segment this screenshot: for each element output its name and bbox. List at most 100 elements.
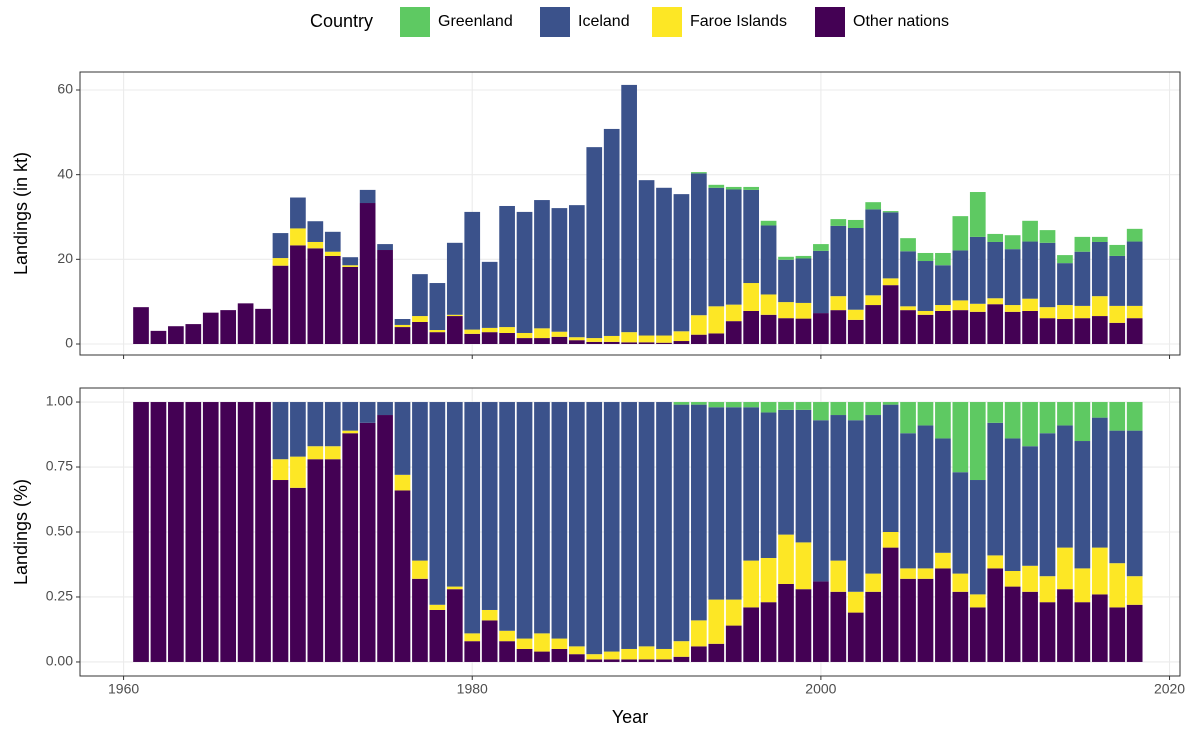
bar-segment: [185, 324, 202, 344]
bar-segment: [429, 609, 446, 662]
bar-segment: [795, 258, 812, 303]
bar-segment: [1091, 236, 1108, 242]
bar-segment: [272, 233, 289, 259]
bar-segment: [969, 192, 986, 237]
bar-segment: [813, 250, 829, 314]
bar-segment: [1091, 417, 1108, 548]
bar-segment: [516, 648, 533, 662]
bar-segment: [691, 334, 707, 344]
bar-segment: [551, 331, 568, 337]
bar-segment: [394, 402, 411, 475]
bar-segment: [813, 420, 829, 582]
bar-segment: [691, 404, 707, 621]
bar-segment: [359, 189, 376, 204]
bar-segment: [743, 402, 760, 408]
bar-segment: [778, 302, 794, 319]
bar-segment: [691, 646, 707, 662]
bar-segment: [882, 212, 899, 279]
bar-segment: [464, 211, 481, 330]
bar-segment: [1004, 235, 1021, 250]
bar-segment: [1057, 547, 1073, 590]
bar-segment: [516, 211, 533, 333]
bar-segment: [168, 326, 184, 344]
bar-segment: [987, 402, 1004, 423]
y-tick-label: 20: [57, 250, 73, 266]
bar-segment: [272, 265, 289, 344]
bar-segment: [568, 340, 585, 344]
bar-segment: [969, 402, 986, 481]
bar-segment: [673, 194, 690, 332]
bar-segment: [760, 557, 777, 603]
bar-segment: [1126, 576, 1143, 605]
bar-segment: [586, 147, 603, 339]
bar-segment: [865, 209, 882, 296]
bar-segment: [813, 581, 829, 662]
bar-segment: [830, 296, 847, 311]
bar-segment: [935, 310, 951, 344]
bar-segment: [464, 333, 481, 344]
bar-segment: [1091, 547, 1108, 595]
bar-segment: [638, 342, 655, 344]
bar-segment: [743, 560, 760, 608]
y-tick-label: 0.75: [46, 458, 73, 474]
bar-segment: [1022, 298, 1038, 311]
bar-segment: [638, 180, 655, 336]
bar-segment: [307, 221, 324, 242]
bar-segment: [638, 335, 655, 343]
bar-segment: [394, 490, 411, 662]
bar-segment: [150, 330, 167, 344]
bar-segment: [1126, 305, 1143, 319]
bar-segment: [359, 203, 376, 344]
bar-segment: [1057, 319, 1073, 344]
bar-segment: [464, 633, 481, 642]
bar-segment: [638, 402, 655, 647]
bar-segment: [446, 316, 463, 344]
bar-segment: [307, 248, 324, 344]
bar-segment: [1039, 402, 1056, 434]
bar-segment: [1022, 241, 1038, 299]
x-tick-label: 1980: [457, 681, 488, 697]
bar-segment: [865, 402, 882, 416]
bar-segment: [882, 547, 899, 662]
bar-segment: [795, 589, 812, 662]
bar-segment: [499, 402, 515, 631]
bar-segment: [1109, 430, 1126, 564]
bar-segment: [656, 335, 672, 343]
bar-segment: [621, 342, 637, 344]
bar-segment: [1109, 402, 1126, 431]
bar-segment: [516, 338, 533, 344]
panel-border: [79, 387, 1181, 677]
bar-segment: [847, 227, 864, 310]
bar-segment: [307, 459, 324, 662]
legend-label: Iceland: [578, 13, 630, 30]
bar-segment: [551, 648, 568, 662]
bar-segment: [1057, 425, 1073, 548]
bar-segment: [900, 310, 916, 344]
bar-segment: [900, 402, 916, 434]
bar-segment: [865, 295, 882, 306]
bar-segment: [1074, 602, 1091, 662]
bar-segment: [795, 409, 812, 543]
bar-segment: [725, 625, 742, 662]
bar-segment: [778, 318, 794, 344]
bar-segment: [1109, 322, 1126, 344]
y-tick-label: 0.00: [46, 653, 73, 669]
bar-segment: [534, 338, 550, 344]
y-axis-label: Landings (%): [11, 479, 31, 585]
bar-segment: [935, 265, 951, 306]
bar-segment: [795, 542, 812, 590]
y-tick-label: 0: [65, 335, 73, 351]
bar-segment: [865, 415, 882, 574]
bar-segment: [516, 332, 533, 339]
bar-segment: [743, 310, 760, 344]
bar-segment: [917, 314, 934, 344]
bar-segment: [969, 236, 986, 304]
x-axis-label: Year: [612, 707, 648, 727]
bar-segment: [882, 532, 899, 548]
bar-segment: [865, 305, 882, 344]
bar-segment: [551, 336, 568, 344]
bar-segment: [743, 283, 760, 311]
bar-segment: [534, 402, 550, 634]
bar-segment: [778, 259, 794, 303]
bar-segment: [272, 258, 289, 266]
